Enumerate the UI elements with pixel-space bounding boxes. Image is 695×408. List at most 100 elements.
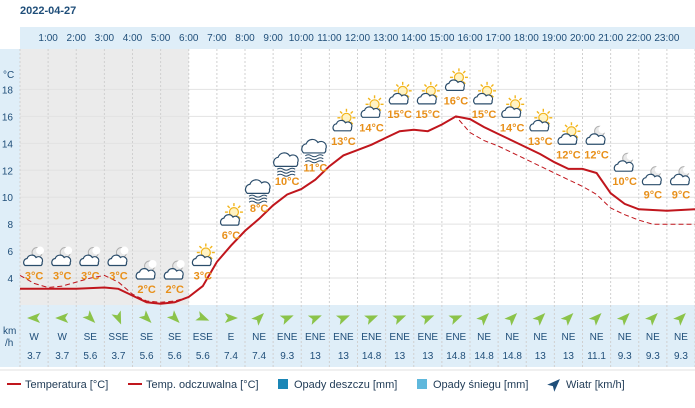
hour-label: 18:00 [514,33,539,44]
wind-arrow-icon [138,310,152,323]
temperature-label: 10°C [275,176,300,188]
fog-cloud-icon [244,179,271,204]
wind-speed-label: 9.3 [674,351,688,362]
hour-label: 7:00 [207,33,227,44]
wind-arrow-icon [532,313,546,326]
temperature-label: 15°C [416,109,441,121]
y-tick-label: 16 [2,112,14,123]
wind-arrow-icon [588,313,602,326]
temperature-label: 14°C [359,122,384,134]
wind-arrow-icon [279,315,294,325]
partly-cloudy-day-icon [473,81,497,105]
partly-cloudy-night-icon [135,260,157,280]
temperature-label: 16°C [444,95,469,107]
wind-direction-label: NE [618,332,632,343]
hour-label: 14:00 [401,33,426,44]
hour-header-band [20,27,695,49]
temperature-label: 2°C [165,284,184,296]
wind-direction-label: ENE [333,332,354,343]
wind-speed-label: 14.8 [502,351,522,362]
partly-cloudy-night-icon [669,165,691,186]
wind-speed-label: 5.6 [140,351,154,362]
wind-speed-label: 14.8 [446,351,466,362]
y-tick-label: 10 [2,193,14,204]
hour-label: 20:00 [570,33,595,44]
wind-direction-label: NE [590,332,604,343]
wind-speed-label: 3.7 [27,351,41,362]
hour-label: 17:00 [486,33,511,44]
temperature-label: 3°C [194,271,213,283]
wind-band [20,305,695,367]
wind-unit-label: km [3,326,16,337]
wind-arrow-icon [195,311,210,321]
hour-label: 2:00 [67,33,87,44]
wind-arrow-icon [364,315,379,325]
wind-direction-label: ENE [446,332,467,343]
wind-speed-label: 3.7 [111,351,125,362]
temperature-label: 3°C [25,271,44,283]
feels-like-line [19,115,695,303]
temperature-label: 13°C [331,136,356,148]
temperature-label: 2°C [137,284,156,296]
wind-arrow-icon [645,313,658,326]
wind-arrow-icon [111,310,122,325]
hour-label: 12:00 [345,33,370,44]
wind-direction-label: NE [646,332,660,343]
temperature-label: 3°C [53,271,72,283]
wind-direction-label: ESE [193,332,213,343]
wind-speed-label: 13 [422,351,434,362]
wind-direction-label: SSE [108,332,128,343]
wind-arrow-icon [27,313,41,323]
wind-speed-label: 5.6 [196,351,210,362]
temperature-label: 9°C [672,190,691,202]
wind-direction-label: NE [674,332,688,343]
wind-speed-label: 11.1 [587,351,606,362]
temperature-label: 14°C [500,122,525,134]
wind-direction-label: NE [505,332,519,343]
wind-direction-label: SE [140,332,154,343]
partly-cloudy-day-icon [219,203,243,226]
temperature-label: 10°C [612,176,637,188]
legend-square-swatch [417,379,427,389]
y-tick-label: 18 [2,85,14,96]
wind-speed-label: 13 [535,351,547,362]
wind-unit-label: /h [5,338,13,349]
legend-label: Temp. odczuwalna [°C] [146,379,259,391]
y-axis-unit: °C [3,70,14,81]
wind-speed-label: 14.8 [362,351,382,362]
temperature-label: 15°C [387,109,412,121]
wind-direction-label: NE [252,332,266,343]
hour-label: 1:00 [38,33,58,44]
hour-label: 8:00 [235,33,255,44]
partly-cloudy-night-icon [585,125,607,145]
hour-label: 10:00 [289,33,314,44]
partly-cloudy-day-icon [332,108,356,132]
legend-wind-arrow-icon [547,379,560,392]
wind-arrow-icon [224,313,238,323]
hour-label: 21:00 [598,33,623,44]
partly-cloudy-night-icon [51,246,73,267]
wind-direction-label: NE [561,332,575,343]
temperature-label: 3°C [109,271,128,283]
wind-direction-label: ENE [418,332,439,343]
wind-arrow-icon [673,313,686,326]
partly-cloudy-night-icon [107,246,129,267]
wind-arrow-icon [307,315,322,325]
partly-cloudy-day-icon [388,81,412,105]
hour-label: 3:00 [95,33,115,44]
wind-speed-label: 7.4 [224,351,238,362]
wind-direction-label: NE [477,332,491,343]
hour-label: 19:00 [542,33,567,44]
partly-cloudy-day-icon [444,68,468,91]
wind-direction-label: E [228,332,235,343]
legend-square-swatch [278,379,288,389]
wind-direction-label: ENE [305,332,326,343]
hour-label: 13:00 [373,33,398,44]
y-axis-band [0,49,20,367]
wind-direction-label: W [29,332,39,343]
wind-arrow-icon [251,313,265,326]
temperature-label: 3°C [81,271,100,283]
y-tick-label: 8 [7,220,13,231]
